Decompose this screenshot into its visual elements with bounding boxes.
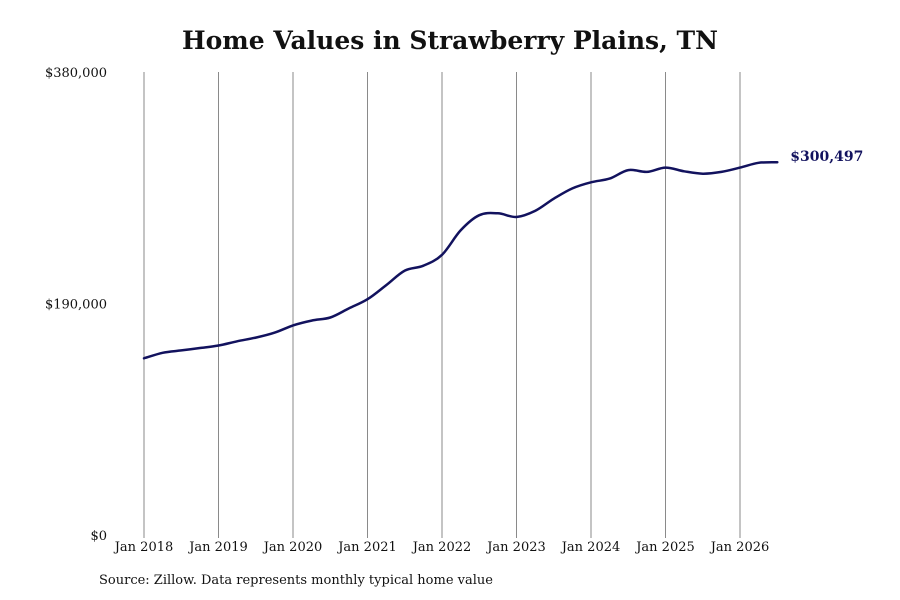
x-tick-label: Jan 2023 [485,540,546,555]
y-tick-label: $380,000 [45,66,107,81]
y-tick-label: $190,000 [45,298,107,313]
x-tick-label: Jan 2025 [634,540,695,555]
source-note: Source: Zillow. Data represents monthly … [99,573,493,588]
x-tick-label: Jan 2026 [709,540,770,555]
gridlines [143,72,741,538]
x-tick-label: Jan 2024 [560,540,621,555]
x-axis-ticks: Jan 2018 Jan 2019 Jan 2020 Jan 2021 Jan 2022… [113,540,770,555]
x-tick-label: Jan 2022 [411,540,472,555]
series-layer: $300,497 [142,149,863,360]
x-tick-label: Jan 2018 [113,540,174,555]
y-axis-ticks: $380,000 $190,000 $0 [45,66,107,544]
home-value-line [142,160,779,360]
x-tick-label: Jan 2019 [187,540,248,555]
x-tick-label: Jan 2021 [336,540,397,555]
chart-title: Home Values in Strawberry Plains, TN [182,26,718,55]
x-tick-label: Jan 2020 [262,540,323,555]
y-tick-label: $0 [90,529,107,544]
end-value-label: $300,497 [790,149,863,165]
